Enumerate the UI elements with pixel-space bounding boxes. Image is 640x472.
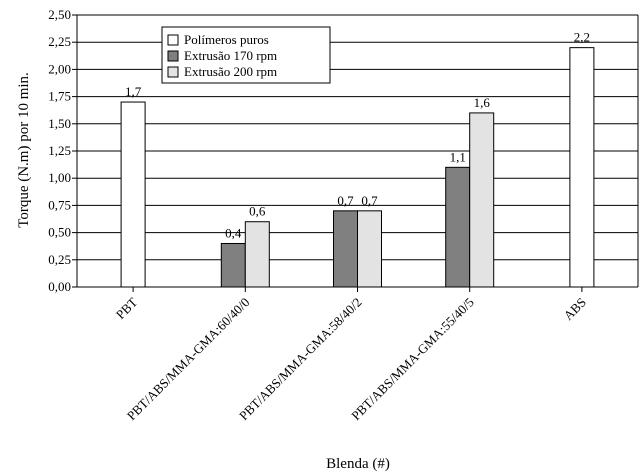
x-axis-title: Blenda (#) [326, 456, 390, 472]
x-tick-label: PBT [113, 294, 141, 322]
x-tick-label: PBT/ABS/MMA-GMA:58/40/2 [236, 295, 365, 424]
bar [220, 242, 246, 288]
axes [72, 14, 639, 292]
y-tick-label: 2,25 [48, 34, 71, 49]
y-tick-label: 1,50 [48, 116, 71, 131]
x-tick-label: ABS [561, 295, 589, 323]
legend-label: Extrusão 200 rpm [184, 64, 277, 79]
y-tick-label: 0,50 [48, 225, 71, 240]
bar [333, 210, 358, 288]
data-label: 0,7 [361, 193, 378, 208]
data-labels: 1,7 0,4 0,6 0,7 0,7 1,1 1,6 2,2 [125, 30, 590, 241]
x-tick-labels: PBTPBT/ABS/MMA-GMA:60/40/0PBT/ABS/MMA-GM… [113, 294, 589, 423]
data-label: 1,7 [125, 84, 142, 99]
legend-box [161, 26, 331, 84]
bar [569, 47, 595, 288]
x-tick-label: PBT/ABS/MMA-GMA:55/40/5 [348, 295, 477, 424]
bars [120, 47, 595, 288]
bar [469, 112, 495, 288]
x-tick-label: PBT/ABS/MMA-GMA:60/40/0 [124, 295, 253, 424]
y-tick-label: 0,25 [48, 252, 71, 267]
y-axis-title: Torque (N.m) por 10 min. [16, 72, 32, 228]
y-tick-label: 0,00 [48, 279, 71, 294]
y-tick-label: 0,75 [48, 197, 71, 212]
y-tick-label: 1,00 [48, 170, 71, 185]
legend-swatch [167, 50, 179, 62]
legend-label: Polímeros puros [184, 32, 269, 47]
gridlines [77, 14, 638, 261]
y-tick-label: 1,75 [48, 89, 71, 104]
legend-swatch [167, 34, 179, 46]
bar [445, 166, 471, 288]
data-label: 2,2 [574, 30, 590, 45]
data-label: 0,7 [337, 193, 354, 208]
bar [120, 101, 146, 288]
bar [357, 210, 382, 288]
y-tick-labels: 0,00 0,25 0,50 0,75 1,00 1,25 1,50 1,75 2,00 2,25… [48, 7, 71, 294]
y-tick-label: 1,25 [48, 143, 71, 158]
y-tick-label: 2,50 [48, 7, 71, 22]
y-tick-label: 2,00 [48, 61, 71, 76]
data-label: 0,6 [249, 204, 266, 219]
bar [244, 221, 270, 288]
data-label: 1,1 [450, 149, 466, 164]
legend-label: Extrusão 170 rpm [184, 48, 277, 63]
legend-swatch [167, 66, 179, 78]
data-label: 1,6 [474, 95, 491, 110]
data-label: 0,4 [225, 225, 242, 240]
